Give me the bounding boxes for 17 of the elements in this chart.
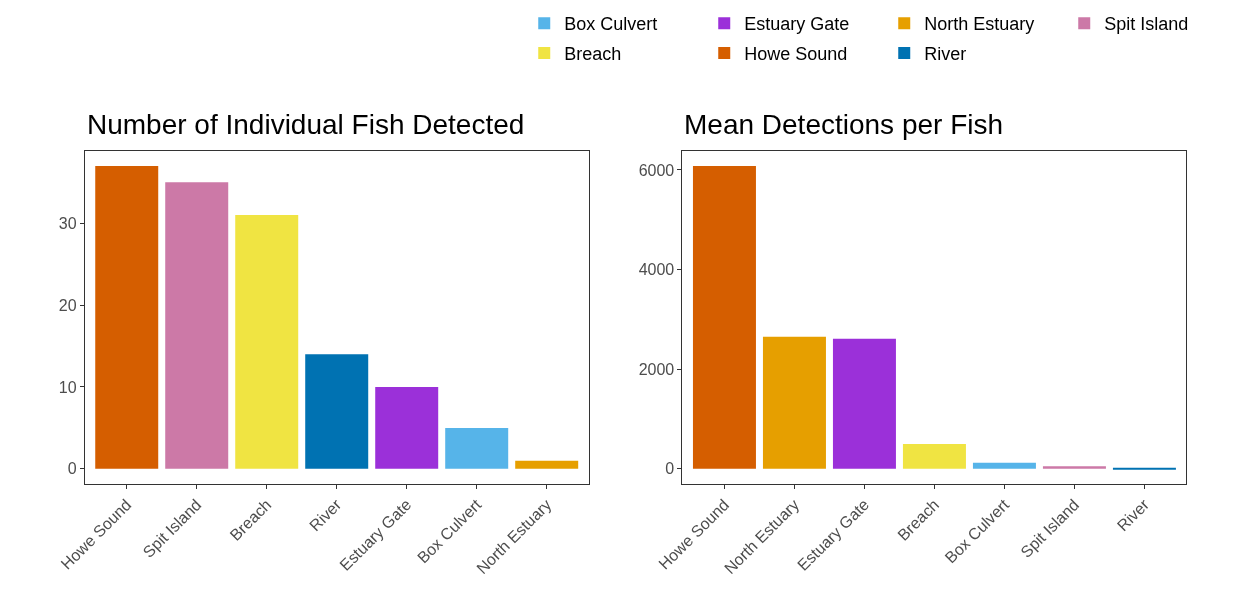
y-tick-label: 0 [665,460,675,478]
legend-label: Breach [564,43,622,64]
y-tick-label: 0 [67,460,77,478]
legend-label: River [924,43,967,64]
legend-label: Estuary Gate [744,14,850,35]
y-tick-label: 6000 [638,161,675,179]
chart-title: Mean Detections per Fish [684,109,1004,140]
legend-label: Howe Sound [744,43,848,64]
y-tick-label: 30 [58,214,77,232]
y-tick-label: 2000 [638,360,675,378]
legend-label: Box Culvert [564,14,658,35]
legend-label: North Estuary [924,14,1035,35]
chart-title: Number of Individual Fish Detected [87,109,525,140]
y-tick-label: 4000 [638,261,675,279]
legend-label: Spit Island [1104,14,1189,35]
y-tick-label: 10 [58,378,77,396]
y-tick-label: 20 [58,296,77,314]
